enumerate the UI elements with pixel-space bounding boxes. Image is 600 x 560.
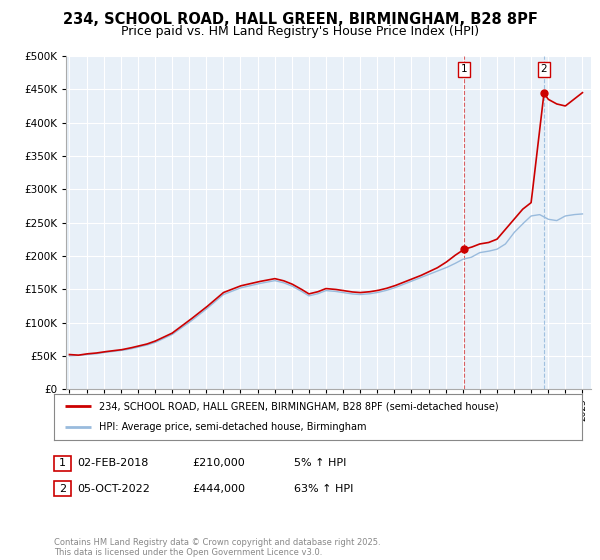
Text: 1: 1 (59, 459, 66, 468)
Text: 2: 2 (59, 484, 66, 493)
Text: 2: 2 (541, 64, 547, 74)
Text: Contains HM Land Registry data © Crown copyright and database right 2025.
This d: Contains HM Land Registry data © Crown c… (54, 538, 380, 557)
Text: 1: 1 (461, 64, 467, 74)
Text: 02-FEB-2018: 02-FEB-2018 (77, 459, 148, 468)
Text: 63% ↑ HPI: 63% ↑ HPI (294, 484, 353, 493)
Text: 234, SCHOOL ROAD, HALL GREEN, BIRMINGHAM, B28 8PF (semi-detached house): 234, SCHOOL ROAD, HALL GREEN, BIRMINGHAM… (99, 401, 499, 411)
Text: 5% ↑ HPI: 5% ↑ HPI (294, 459, 346, 468)
Text: £444,000: £444,000 (192, 484, 245, 493)
Text: 234, SCHOOL ROAD, HALL GREEN, BIRMINGHAM, B28 8PF: 234, SCHOOL ROAD, HALL GREEN, BIRMINGHAM… (62, 12, 538, 27)
Text: 05-OCT-2022: 05-OCT-2022 (77, 484, 149, 493)
Text: £210,000: £210,000 (192, 459, 245, 468)
Text: Price paid vs. HM Land Registry's House Price Index (HPI): Price paid vs. HM Land Registry's House … (121, 25, 479, 38)
Text: HPI: Average price, semi-detached house, Birmingham: HPI: Average price, semi-detached house,… (99, 422, 367, 432)
